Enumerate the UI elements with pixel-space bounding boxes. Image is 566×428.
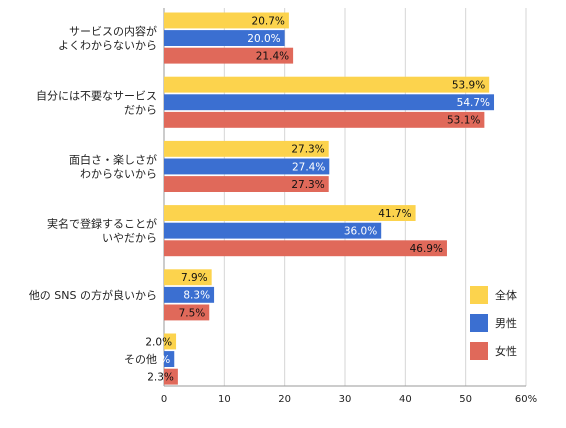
legend-swatch (470, 342, 488, 360)
x-tick-label: 0 (161, 394, 167, 405)
bar (164, 205, 416, 221)
bar (164, 269, 212, 286)
bar (164, 76, 490, 93)
bar (164, 140, 329, 157)
x-tick-label: 50 (459, 394, 472, 405)
data-label: 7.9% (181, 272, 208, 284)
data-label: 46.9% (410, 243, 443, 255)
x-axis-ticks: 0 10 20 30 40 50 60% (161, 394, 537, 405)
bar (164, 12, 289, 29)
data-label: 2.0% (145, 336, 172, 348)
category-label: だから (124, 103, 157, 116)
bar (164, 30, 285, 46)
bar (164, 94, 495, 111)
data-label: 27.3% (291, 179, 324, 191)
category-label: その他 (124, 353, 157, 366)
bar (164, 304, 210, 321)
bar (164, 158, 330, 175)
x-tick-label: 40 (399, 394, 412, 405)
data-label: 1.7% (144, 354, 171, 366)
bar (164, 333, 177, 350)
bar (164, 111, 485, 128)
bar (164, 351, 175, 367)
data-label: 20.7% (252, 15, 285, 27)
category-label: わからないから (80, 167, 157, 180)
category-label: いやだから (102, 232, 157, 245)
data-label: 7.5% (179, 307, 206, 319)
data-label: 8.3% (183, 290, 210, 302)
category-labels: サービスの内容がよくわからないから自分には不要なサービスだから面白さ・楽しさがわ… (29, 24, 157, 366)
legend-swatch (470, 286, 488, 304)
category-label: 面白さ・楽しさが (69, 152, 157, 166)
data-label: 21.4% (256, 50, 289, 62)
data-label: 20.0% (247, 33, 280, 45)
bar (164, 47, 294, 64)
legend-label: 女性 (495, 344, 517, 358)
category-label: 自分には不要なサービス (36, 89, 157, 102)
value-labels: 20.7% 20.0% 21.4% 53.9% 54.7% 53.1% 27.3% 27.4%… (144, 15, 490, 383)
data-label: 41.7% (378, 208, 411, 220)
data-label: 54.7% (457, 97, 490, 109)
bar (164, 222, 382, 239)
x-tick-label: 60% (515, 394, 537, 405)
data-label: 27.4% (292, 161, 325, 173)
bar (164, 176, 329, 192)
data-label: 53.1% (447, 115, 480, 127)
category-label: サービスの内容が (69, 24, 157, 38)
data-label: 36.0% (344, 225, 377, 237)
data-label: 53.9% (452, 79, 485, 91)
legend-label: 男性 (495, 316, 517, 330)
x-tick-label: 10 (218, 394, 231, 405)
data-label: 27.3% (291, 144, 324, 156)
bar (164, 286, 215, 303)
legend-label: 全体 (495, 288, 517, 302)
bars (164, 12, 495, 385)
category-label: 実名で登録することが (47, 217, 157, 231)
bar (164, 368, 178, 385)
data-label: 2.3% (147, 371, 174, 383)
bar (164, 240, 447, 257)
x-tick-label: 30 (339, 394, 352, 405)
legend-swatch (470, 314, 488, 332)
category-label: よくわからないから (58, 39, 157, 52)
grid-lines (163, 8, 527, 387)
x-tick-label: 20 (278, 394, 291, 405)
category-label: 他の SNS の方が良いから (29, 288, 157, 302)
